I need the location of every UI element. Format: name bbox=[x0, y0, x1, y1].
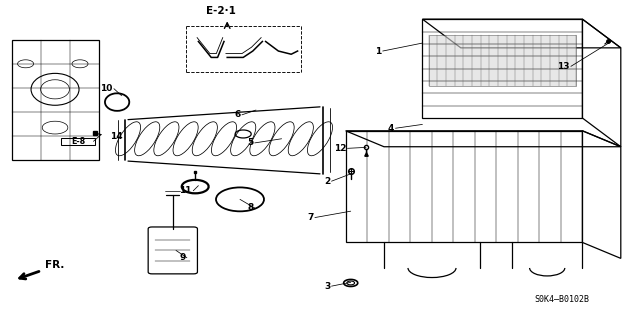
Text: S0K4–B0102B: S0K4–B0102B bbox=[534, 295, 589, 304]
Text: 5: 5 bbox=[247, 138, 253, 147]
Text: 10: 10 bbox=[100, 84, 113, 93]
Text: 3: 3 bbox=[324, 282, 330, 291]
Text: 7: 7 bbox=[307, 213, 314, 222]
Text: 14: 14 bbox=[110, 132, 123, 141]
Text: 9: 9 bbox=[179, 253, 186, 262]
Text: 8: 8 bbox=[247, 204, 253, 212]
Text: 12: 12 bbox=[333, 144, 346, 153]
Text: 4: 4 bbox=[388, 124, 394, 133]
Text: E-8: E-8 bbox=[71, 137, 85, 146]
Text: E-2·1: E-2·1 bbox=[206, 6, 236, 16]
Text: 13: 13 bbox=[557, 62, 570, 71]
Text: 1: 1 bbox=[375, 47, 381, 56]
Polygon shape bbox=[429, 35, 576, 86]
Text: 6: 6 bbox=[234, 110, 241, 119]
Text: FR.: FR. bbox=[45, 260, 64, 270]
Text: 2: 2 bbox=[324, 177, 330, 186]
Text: 11: 11 bbox=[179, 186, 192, 195]
